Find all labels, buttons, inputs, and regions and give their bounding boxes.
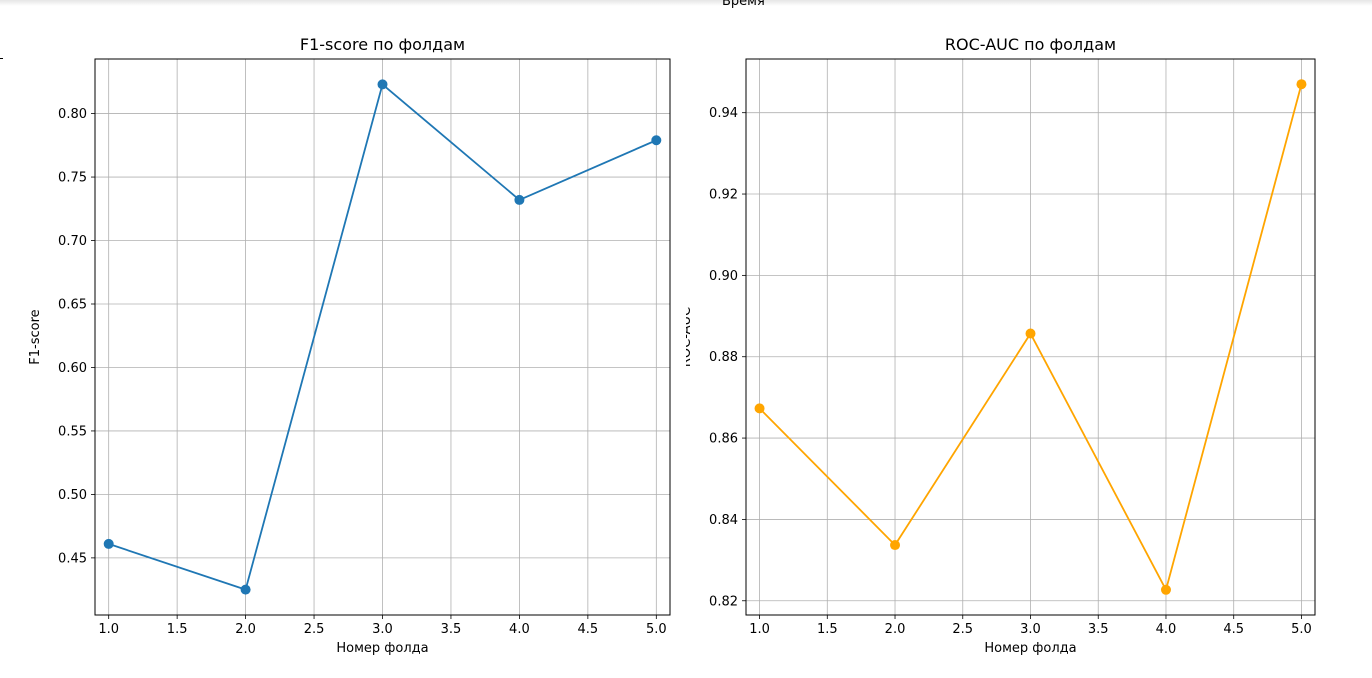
roc-auc-chart-ytick-label-3: 0.88 <box>709 350 738 365</box>
roc-auc-chart-ytick-label-5: 0.92 <box>709 188 738 203</box>
roc-auc-chart-ytick-label-2: 0.86 <box>709 432 738 447</box>
roc-auc-chart-ytick-label-4: 0.90 <box>709 269 738 284</box>
roc-auc-chart-point-3 <box>1160 584 1171 595</box>
f1-chart-xtick-label-4: 3.0 <box>372 622 393 637</box>
roc-auc-chart-point-0 <box>754 403 765 414</box>
roc-auc-chart-axes-frame <box>745 58 1316 616</box>
f1-chart-ytick-label-3: 0.60 <box>58 361 87 376</box>
roc-auc-chart-title: ROC-AUC по фолдам <box>945 35 1116 54</box>
f1-chart-xtick-label-0: 1.0 <box>98 622 119 637</box>
roc-auc-chart-point-2 <box>1025 328 1036 339</box>
f1-chart-xtick-label-2: 2.0 <box>235 622 256 637</box>
edge-tick-mark <box>0 58 3 59</box>
f1-chart-point-1 <box>240 584 251 595</box>
f1-chart-xtick-label-5: 3.5 <box>441 622 462 637</box>
roc-auc-chart-xtick-label-0: 1.0 <box>749 622 770 637</box>
roc-auc-chart-xtick-label-8: 5.0 <box>1291 622 1312 637</box>
f1-chart-point-4 <box>651 135 662 146</box>
f1-chart-point-2 <box>377 79 388 90</box>
roc-auc-chart-xtick-label-4: 3.0 <box>1020 622 1041 637</box>
roc-auc-chart-xtick-label-7: 4.5 <box>1223 622 1244 637</box>
roc-auc-chart-ytick-label-1: 0.84 <box>709 513 738 528</box>
f1-chart-xtick-label-3: 2.5 <box>304 622 325 637</box>
f1-chart-xtick-label-7: 4.5 <box>578 622 599 637</box>
roc-auc-chart-xtick-label-2: 2.0 <box>885 622 906 637</box>
f1-chart: F1-score по фолдам Номер фолда F1-score … <box>28 35 671 656</box>
roc-auc-chart-xlabel: Номер фолда <box>984 641 1076 656</box>
f1-chart-ytick-label-4: 0.65 <box>58 297 87 312</box>
top-divider <box>0 0 1372 6</box>
roc-auc-chart-xtick-label-5: 3.5 <box>1088 622 1109 637</box>
f1-chart-title: F1-score по фолдам <box>300 35 465 54</box>
f1-chart-xlabel: Номер фолда <box>336 641 428 656</box>
f1-chart-xtick-label-1: 1.5 <box>167 622 188 637</box>
roc-auc-chart-xtick-label-6: 4.0 <box>1156 622 1177 637</box>
cut-off-label: Время <box>722 0 765 9</box>
f1-chart-ylabel: F1-score <box>28 309 43 364</box>
roc-auc-chart-point-1 <box>890 540 901 551</box>
roc-auc-chart-xtick-label-1: 1.5 <box>817 622 838 637</box>
f1-chart-ytick-label-5: 0.70 <box>58 234 87 249</box>
roc-auc-chart-point-4 <box>1296 79 1307 90</box>
f1-chart-xtick-label-8: 5.0 <box>646 622 667 637</box>
f1-chart-xtick-label-6: 4.0 <box>509 622 530 637</box>
f1-chart-point-3 <box>514 194 525 205</box>
f1-chart-ytick-label-7: 0.80 <box>58 107 87 122</box>
roc-auc-chart-ytick-label-0: 0.82 <box>709 594 738 609</box>
roc-auc-chart-xtick-label-3: 2.5 <box>952 622 973 637</box>
f1-chart-axes-frame <box>94 58 671 616</box>
roc-auc-chart: ROC-AUC по фолдам Номер фолда ROC-AUC 1.… <box>686 35 1316 656</box>
f1-chart-ytick-label-6: 0.75 <box>58 171 87 186</box>
f1-chart-point-0 <box>103 538 114 549</box>
roc-auc-chart-ylabel: ROC-AUC <box>686 307 694 367</box>
f1-chart-ytick-label-2: 0.55 <box>58 424 87 439</box>
f1-chart-ytick-label-0: 0.45 <box>58 551 87 566</box>
roc-auc-chart-ytick-label-6: 0.94 <box>709 106 738 121</box>
f1-chart-ytick-label-1: 0.50 <box>58 488 87 503</box>
